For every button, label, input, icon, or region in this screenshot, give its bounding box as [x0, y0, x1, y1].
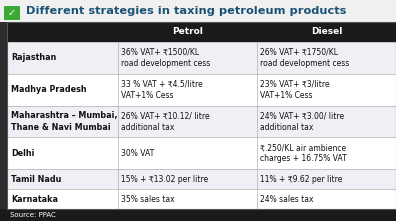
Bar — [7, 74, 396, 106]
Text: Madhya Pradesh: Madhya Pradesh — [11, 85, 87, 94]
Text: Source: PPAC: Source: PPAC — [10, 212, 56, 218]
Text: Diesel: Diesel — [311, 27, 342, 36]
Text: Tamil Nadu: Tamil Nadu — [11, 175, 61, 184]
Bar — [7, 22, 396, 209]
Bar — [7, 137, 396, 169]
Bar — [7, 42, 396, 74]
Text: Different strategies in taxing petroleum products: Different strategies in taxing petroleum… — [26, 6, 346, 16]
Text: 24% VAT+ ₹3.00/ litre
additional tax: 24% VAT+ ₹3.00/ litre additional tax — [260, 111, 344, 131]
Text: 11% + ₹9.62 per litre: 11% + ₹9.62 per litre — [260, 175, 343, 184]
Text: 23% VAT+ ₹3/litre
VAT+1% Cess: 23% VAT+ ₹3/litre VAT+1% Cess — [260, 80, 330, 100]
Bar — [0, 22, 7, 209]
Text: Petrol: Petrol — [172, 27, 203, 36]
Text: Karnataka: Karnataka — [11, 194, 58, 204]
Bar — [0, 0, 396, 22]
Bar — [7, 169, 396, 189]
Text: 15% + ₹13.02 per litre: 15% + ₹13.02 per litre — [121, 175, 208, 184]
Text: Maharashtra – Mumbai,
Thane & Navi Mumbai: Maharashtra – Mumbai, Thane & Navi Mumba… — [11, 111, 118, 131]
Text: Delhi: Delhi — [11, 149, 34, 158]
Bar — [4, 6, 20, 20]
Text: ₹.250/KL air ambience
charges + 16.75% VAT: ₹.250/KL air ambience charges + 16.75% V… — [260, 143, 347, 163]
Bar — [7, 22, 396, 42]
Text: 26% VAT+ ₹1750/KL
road development cess: 26% VAT+ ₹1750/KL road development cess — [260, 48, 349, 68]
Text: 30% VAT: 30% VAT — [121, 149, 154, 158]
Text: 35% sales tax: 35% sales tax — [121, 194, 175, 204]
Text: 36% VAT+ ₹1500/KL
road development cess: 36% VAT+ ₹1500/KL road development cess — [121, 48, 210, 68]
Bar — [0, 209, 396, 221]
Text: Rajasthan: Rajasthan — [11, 53, 56, 62]
Text: ✓: ✓ — [8, 8, 16, 18]
Text: 33 % VAT + ₹4.5/litre
VAT+1% Cess: 33 % VAT + ₹4.5/litre VAT+1% Cess — [121, 80, 203, 100]
Bar — [7, 106, 396, 137]
Text: 24% sales tax: 24% sales tax — [260, 194, 314, 204]
Text: 26% VAT+ ₹10.12/ litre
additional tax: 26% VAT+ ₹10.12/ litre additional tax — [121, 111, 209, 131]
Bar — [7, 189, 396, 209]
